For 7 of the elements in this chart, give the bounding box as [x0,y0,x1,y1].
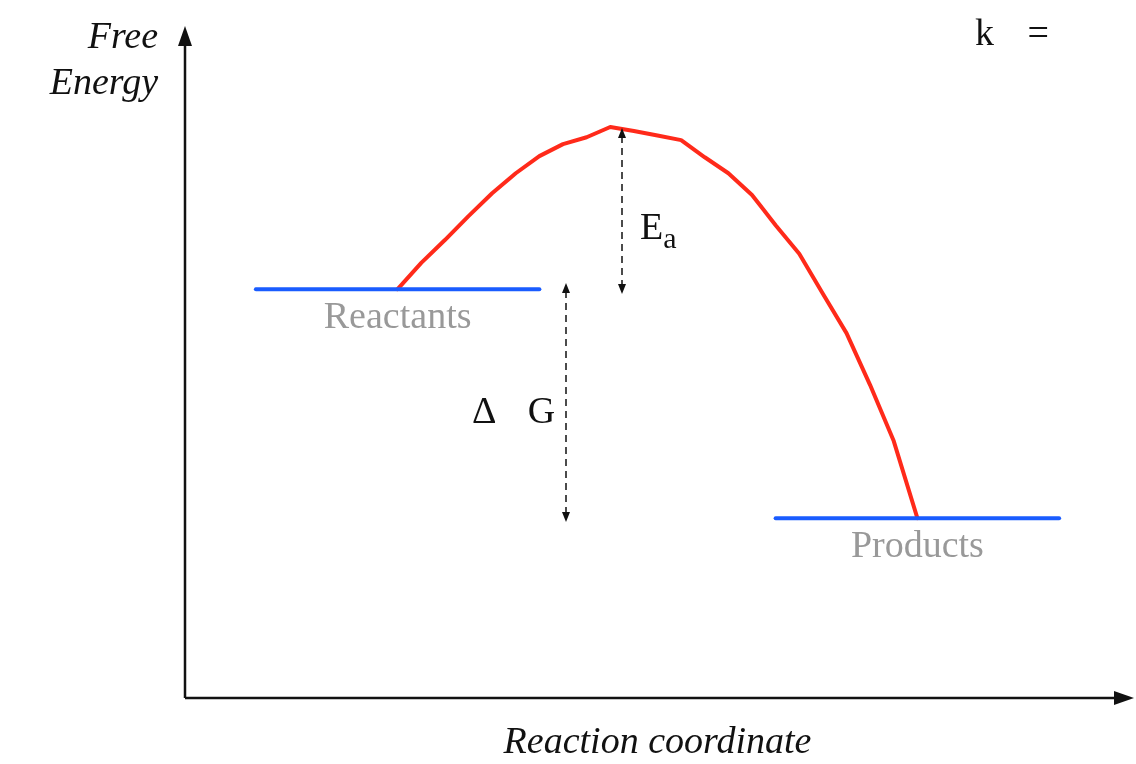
text: k = [975,10,1049,54]
series-label: Products [850,523,984,566]
x-axis-title: Reaction coordinate [502,718,813,762]
y-axis-title: Free Energy [48,13,158,104]
annotation: Δ G [472,388,556,432]
annotation: E$_{a}$ [640,204,677,255]
series-label: Reactants [323,294,472,337]
